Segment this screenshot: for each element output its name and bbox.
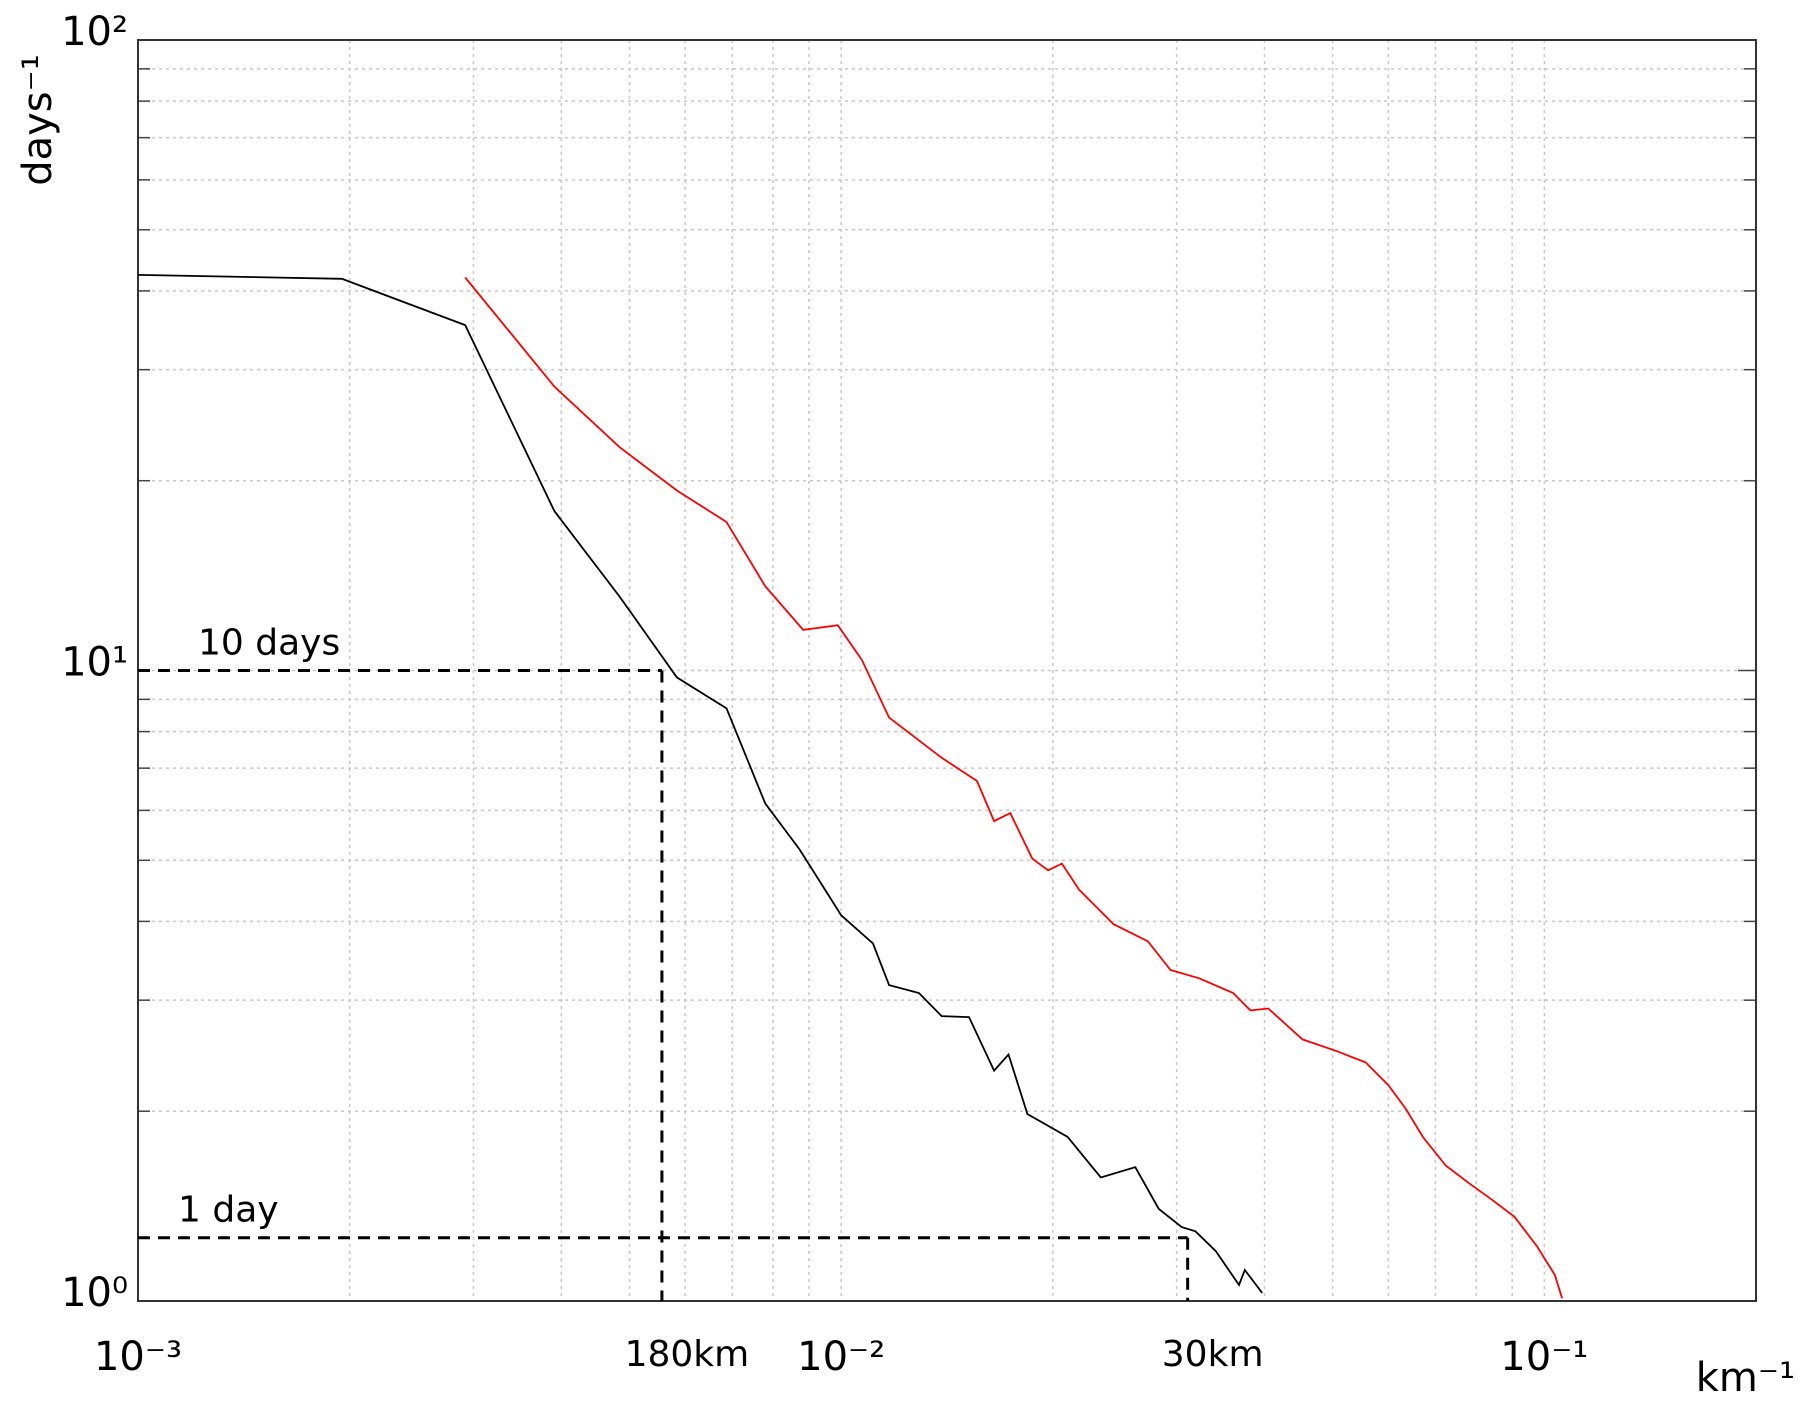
data-line — [137, 274, 1263, 1294]
reference-x-label: 30km — [1162, 1334, 1264, 1375]
reference-x-label: 180km — [625, 1334, 750, 1375]
x-tick-label: 10⁻¹ — [1500, 1334, 1588, 1380]
y-axis-label: days⁻¹ — [15, 54, 61, 186]
x-axis-label: km⁻¹ — [1696, 1355, 1795, 1401]
data-line — [464, 276, 1563, 1299]
y-tick-label: 10² — [61, 9, 128, 55]
y-tick-label: 10¹ — [61, 640, 128, 686]
reference-label: 10 days — [198, 623, 340, 664]
y-tick-label: 10⁰ — [61, 1270, 128, 1316]
x-tick-label: 10⁻² — [797, 1334, 885, 1380]
x-tick-label: 10⁻³ — [94, 1334, 182, 1380]
reference-label: 1 day — [178, 1190, 279, 1231]
